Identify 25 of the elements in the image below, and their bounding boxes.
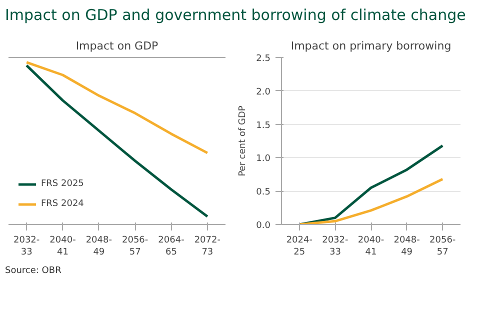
chart-title: Impact on GDP: [76, 40, 159, 52]
y-tick-label: 0.0: [256, 221, 271, 231]
x-tick-label: 2048-49: [86, 236, 112, 258]
x-tick-label: 2056-57: [122, 236, 148, 258]
x-tick-label: 2040-41: [358, 236, 384, 258]
legend-label: FRS 2024: [41, 199, 84, 209]
text: Impact on GDP and government borrowing of climate change: [5, 5, 466, 26]
y-axis-title: Per cent of GDP: [238, 105, 248, 176]
chart-title: Impact on primary borrowing: [290, 40, 452, 52]
line-series: [298, 178, 444, 224]
x-tick-label: 2032-33: [14, 236, 40, 258]
y-tick-label: 1.5: [256, 120, 271, 131]
x-tick-label: 2072-73: [194, 236, 220, 258]
source-note: Source: OBR: [5, 265, 62, 278]
x-tick-label: 2024-25: [286, 236, 312, 258]
y-tick-label: 1.0: [256, 154, 271, 164]
x-tick-label: 2056-57: [430, 236, 456, 258]
y-tick-label: 0.5: [256, 188, 271, 198]
x-tick-label: 2040-41: [50, 236, 76, 258]
y-tick-label: 2.5: [256, 54, 271, 64]
x-tick-label: 2032-33: [322, 236, 348, 258]
x-tick-label: 2064-65: [158, 236, 184, 258]
legend-label: FRS 2025: [41, 179, 84, 189]
x-tick-label: 2048-49: [394, 236, 420, 258]
y-tick-label: 2.0: [256, 87, 271, 98]
